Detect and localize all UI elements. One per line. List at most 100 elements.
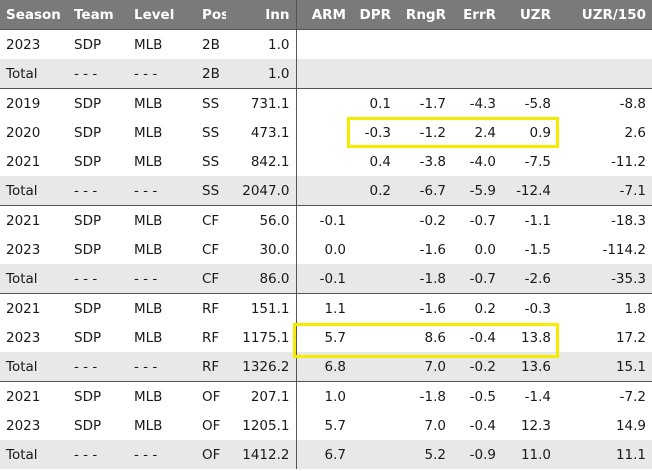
cell-pos: CF [196, 205, 226, 235]
cell-arm [296, 88, 352, 118]
cell-rngr [397, 59, 452, 89]
cell-level: MLB [134, 241, 163, 258]
cell-rngr [397, 29, 452, 59]
cell-uzr: -12.4 [502, 176, 557, 206]
col-header-uzr[interactable]: UZR [502, 0, 557, 30]
cell-inn: 473.1 [226, 118, 297, 147]
col-header-team[interactable]: Team [68, 0, 128, 30]
cell-pos: 2B [196, 59, 226, 89]
cell-team: - - - [68, 440, 128, 469]
cell-uzr [502, 29, 557, 59]
cell-dpr: 0.4 [369, 153, 391, 170]
cell-uzr150: -114.2 [602, 241, 646, 258]
cell-errr: 2.4 [474, 124, 496, 141]
cell-arm: 6.8 [296, 352, 352, 382]
cell-arm: -0.1 [296, 264, 352, 294]
cell-errr: -0.9 [452, 440, 502, 469]
col-header-pos[interactable]: Pos [196, 0, 226, 30]
table-row-total: Total - - -- - - SS 2047.0 0.2 -6.7 -5.9 -12.4-… [0, 176, 652, 206]
cell-rngr: -1.6 [419, 241, 446, 258]
cell-pos: SS [202, 124, 220, 141]
col-header-inn[interactable]: Inn [226, 0, 297, 30]
col-header-arm[interactable]: ARM [296, 0, 352, 30]
cell-team: - - - [68, 59, 128, 89]
cell-dpr: 0.1 [352, 88, 397, 118]
cell-uzr150: -7.2 [557, 381, 652, 411]
cell-dpr [352, 440, 397, 469]
cell-team: - - - [68, 176, 128, 206]
col-header-errr[interactable]: ErrR [452, 0, 502, 30]
cell-team: - - - [68, 352, 128, 382]
cell-uzr150: -11.2 [611, 153, 646, 170]
cell-uzr150: -35.3 [557, 264, 652, 294]
cell-errr [452, 59, 502, 89]
cell-pos: OF [202, 417, 221, 434]
cell-arm [296, 176, 352, 206]
cell-uzr: -0.3 [502, 293, 557, 323]
cell-rngr: -1.6 [397, 293, 452, 323]
cell-dpr [352, 381, 397, 411]
table-row: 2023 SDP MLB OF 1205.1 5.7 7.0 -0.4 12.3 14.9 [0, 411, 652, 440]
table-row: 2021 SDP MLB SS 842.1 0.4 -3.8 -4.0 -7.5 -11.2 [0, 147, 652, 176]
cell-errr: 0.2 [452, 293, 502, 323]
cell-arm: -0.1 [296, 205, 352, 235]
cell-pos: OF [196, 381, 226, 411]
cell-team: SDP [68, 293, 128, 323]
table-row: 2023 SDP MLB 2B 1.0 [0, 29, 652, 59]
table-row-total: Total - - -- - - RF 1326.2 6.8 7.0 -0.2 13.6 15.… [0, 352, 652, 382]
cell-uzr: 13.6 [502, 352, 557, 382]
cell-level: - - - [128, 352, 196, 382]
cell-uzr: 12.3 [520, 417, 551, 434]
cell-uzr: -5.8 [502, 88, 557, 118]
cell-pos: SS [202, 153, 220, 170]
cell-team: - - - [68, 264, 128, 294]
cell-errr: -0.2 [452, 352, 502, 382]
cell-level: MLB [128, 88, 196, 118]
cell-arm: 5.7 [324, 417, 346, 434]
cell-rngr: 7.0 [424, 417, 446, 434]
cell-rngr: -1.8 [397, 264, 452, 294]
cell-season: 2021 [0, 381, 68, 411]
cell-uzr150: 14.9 [615, 417, 646, 434]
cell-team: SDP [74, 329, 102, 346]
cell-pos: SS [196, 88, 226, 118]
col-header-season[interactable]: Season [0, 0, 68, 30]
col-header-level[interactable]: Level [128, 0, 196, 30]
cell-pos: SS [196, 176, 226, 206]
cell-inn: 56.0 [226, 205, 297, 235]
cell-rngr: -1.8 [397, 381, 452, 411]
cell-arm: 1.0 [296, 381, 352, 411]
cell-rngr: 8.6 [424, 329, 446, 346]
cell-season: Total [0, 352, 68, 382]
cell-team: SDP [74, 417, 102, 434]
cell-season: Total [0, 264, 68, 294]
cell-inn: 151.1 [226, 293, 297, 323]
header-row: Season Team Level Pos Inn ARM DPR RngR E… [0, 0, 652, 30]
cell-errr [452, 29, 502, 59]
col-header-rngr[interactable]: RngR [397, 0, 452, 30]
cell-dpr [352, 235, 397, 264]
cell-level: MLB [128, 293, 196, 323]
cell-dpr [352, 352, 397, 382]
cell-inn: 1.0 [226, 59, 297, 89]
cell-arm [296, 118, 352, 147]
cell-dpr [352, 264, 397, 294]
cell-team: SDP [68, 29, 128, 59]
table-row-total: Total - - -- - -2B 1.0 [0, 59, 652, 89]
cell-uzr150: 2.6 [624, 124, 646, 141]
table-row: 2019 SDP MLB SS 731.1 0.1 -1.7 -4.3 -5.8 -8.8 [0, 88, 652, 118]
cell-uzr150: -8.8 [557, 88, 652, 118]
cell-pos: CF [202, 241, 220, 258]
cell-inn: 731.1 [226, 88, 297, 118]
cell-arm: 6.7 [296, 440, 352, 469]
cell-errr: -4.0 [469, 153, 496, 170]
table-row: 2023 SDP MLB RF 1175.1 5.7 8.6 -0.4 13.8 17.2 [0, 323, 652, 352]
cell-inn: 1326.2 [226, 352, 297, 382]
col-header-uzr150[interactable]: UZR/150 [557, 0, 652, 30]
col-header-dpr[interactable]: DPR [352, 0, 397, 30]
table-row: 2020 SDP MLB SS 473.1 -0.3 -1.2 2.4 0.9 2.6 [0, 118, 652, 147]
cell-season: Total [0, 176, 68, 206]
cell-uzr: -1.1 [502, 205, 557, 235]
cell-uzr150: -7.1 [557, 176, 652, 206]
